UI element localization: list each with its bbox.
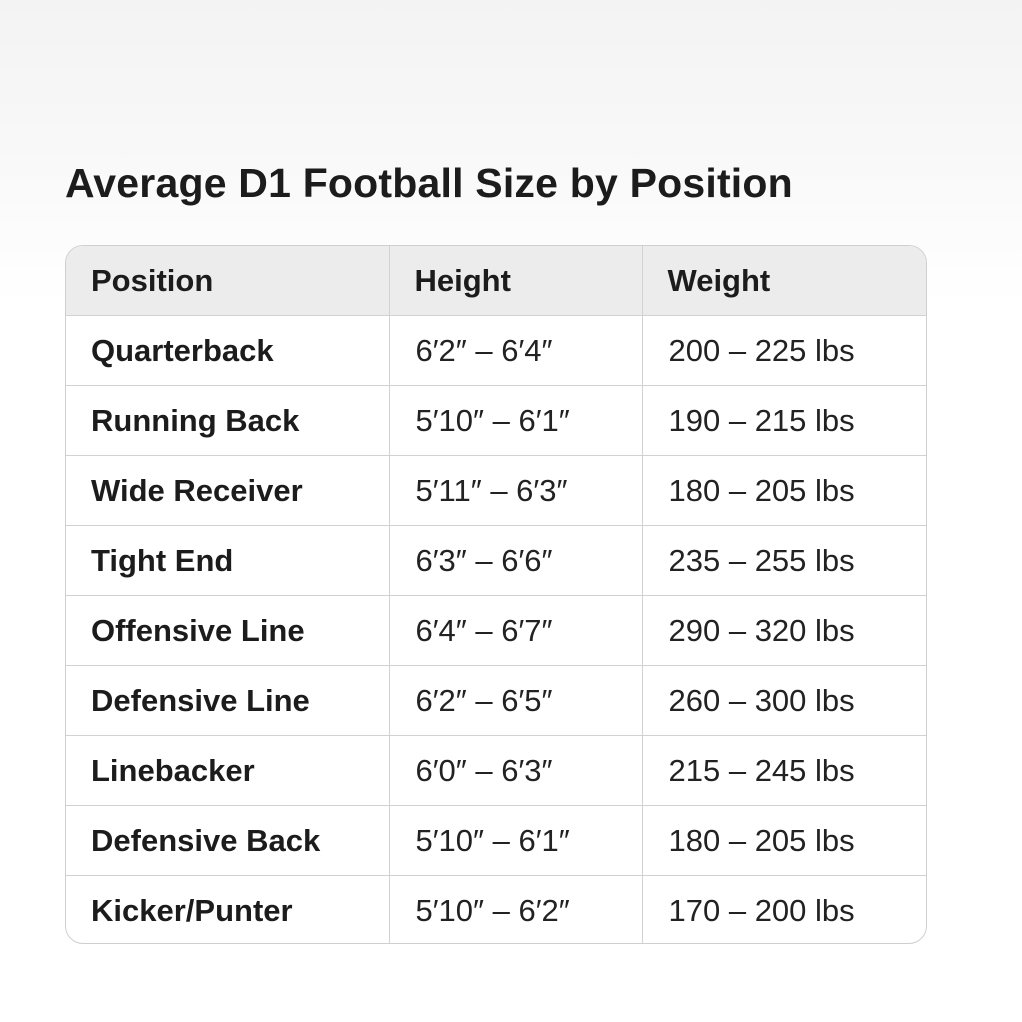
position-cell: Defensive Back — [66, 805, 390, 876]
height-cell: 5′10″ – 6′1″ — [389, 805, 643, 876]
height-cell: 5′11″ – 6′3″ — [389, 455, 643, 526]
height-cell: 6′3″ – 6′6″ — [389, 525, 643, 596]
table-row: Wide Receiver 5′11″ – 6′3″ 180 – 205 lbs — [66, 455, 926, 526]
weight-cell: 215 – 245 lbs — [642, 735, 926, 806]
position-cell: Kicker/Punter — [66, 875, 390, 943]
weight-cell: 200 – 225 lbs — [642, 315, 926, 386]
size-table: Position Height Weight Quarterback 6′2″ –… — [66, 246, 926, 943]
height-cell: 6′4″ – 6′7″ — [389, 595, 643, 666]
table-row: Quarterback 6′2″ – 6′4″ 200 – 225 lbs — [66, 315, 926, 386]
table-header-row: Position Height Weight — [66, 246, 926, 316]
position-cell: Defensive Line — [66, 665, 390, 736]
weight-cell: 170 – 200 lbs — [668, 892, 855, 928]
weight-cell: 180 – 205 lbs — [642, 805, 926, 876]
table-row: Running Back 5′10″ – 6′1″ 190 – 215 lbs — [66, 385, 926, 456]
weight-cell: 290 – 320 lbs — [642, 595, 926, 666]
weight-cell: 190 – 215 lbs — [642, 385, 926, 456]
height-cell: 6′2″ – 6′4″ — [389, 315, 643, 386]
column-header-height: Height — [389, 246, 643, 316]
column-header-weight: Weight — [642, 246, 926, 316]
table-row: Kicker/Punter 5′10″ – 6′2″ 170 – 200 lbs — [66, 875, 926, 943]
size-table-container: Position Height Weight Quarterback 6′2″ –… — [65, 245, 927, 944]
position-cell: Offensive Line — [66, 595, 390, 666]
weight-cell: 260 – 300 lbs — [642, 665, 926, 736]
table-row: Offensive Line 6′4″ – 6′7″ 290 – 320 lbs — [66, 595, 926, 666]
weight-cell: 180 – 205 lbs — [642, 455, 926, 526]
height-cell: 5′10″ – 6′1″ — [389, 385, 643, 456]
position-cell: Linebacker — [66, 735, 390, 806]
table-row: Linebacker 6′0″ – 6′3″ 215 – 245 lbs — [66, 735, 926, 806]
position-cell: Quarterback — [66, 315, 390, 386]
page-title: Average D1 Football Size by Position — [65, 160, 793, 206]
position-cell: Tight End — [66, 525, 390, 596]
weight-cell: 235 – 255 lbs — [642, 525, 926, 596]
position-cell: Wide Receiver — [66, 455, 390, 526]
height-cell: 6′0″ – 6′3″ — [389, 735, 643, 806]
height-cell: 5′10″ – 6′2″ — [389, 875, 643, 943]
position-cell: Running Back — [66, 385, 390, 456]
table-body: Quarterback 6′2″ – 6′4″ 200 – 225 lbs Runni… — [66, 315, 926, 943]
table-row: Tight End 6′3″ – 6′6″ 235 – 255 lbs — [66, 525, 926, 596]
height-cell: 6′2″ – 6′5″ — [389, 665, 643, 736]
table-row: Defensive Back 5′10″ – 6′1″ 180 – 205 lbs — [66, 805, 926, 876]
table-row: Defensive Line 6′2″ – 6′5″ 260 – 300 lbs — [66, 665, 926, 736]
column-header-position: Position — [66, 246, 390, 316]
